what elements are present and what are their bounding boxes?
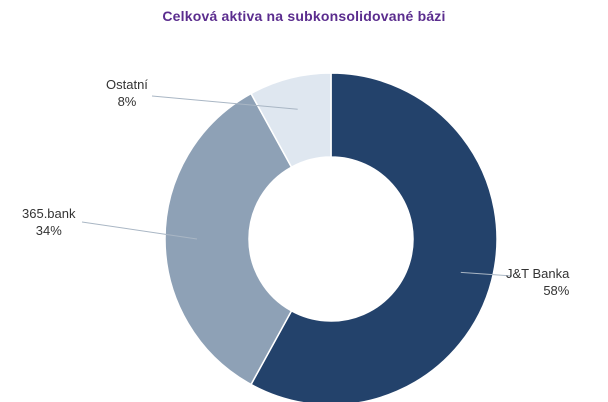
label-365-bank-value: 34%	[35, 223, 62, 238]
chart-title: Celková aktiva na subkonsolidované bázi	[162, 8, 446, 24]
slice-365-bank	[164, 92, 293, 386]
leader-365-bank	[81, 221, 198, 240]
label-ostatni-name: Ostatní	[106, 77, 148, 92]
label-ostatni: Ostatní 8%	[106, 76, 148, 110]
label-jt-banka-value: 58%	[543, 283, 570, 298]
leader-ostatni	[151, 95, 298, 110]
leader-jt-banka	[460, 271, 513, 277]
label-ostatni-value: 8%	[117, 94, 137, 109]
slice-ostatni	[250, 72, 332, 169]
leader-lines-group	[81, 95, 513, 277]
slice-jt-banka	[250, 72, 498, 402]
label-jt-banka: J&T Banka 58%	[506, 265, 569, 299]
label-365-bank: 365.bank 34%	[22, 205, 76, 239]
label-jt-banka-name: J&T Banka	[506, 266, 570, 281]
slices-group	[164, 72, 498, 402]
label-365-bank-name: 365.bank	[22, 206, 76, 221]
